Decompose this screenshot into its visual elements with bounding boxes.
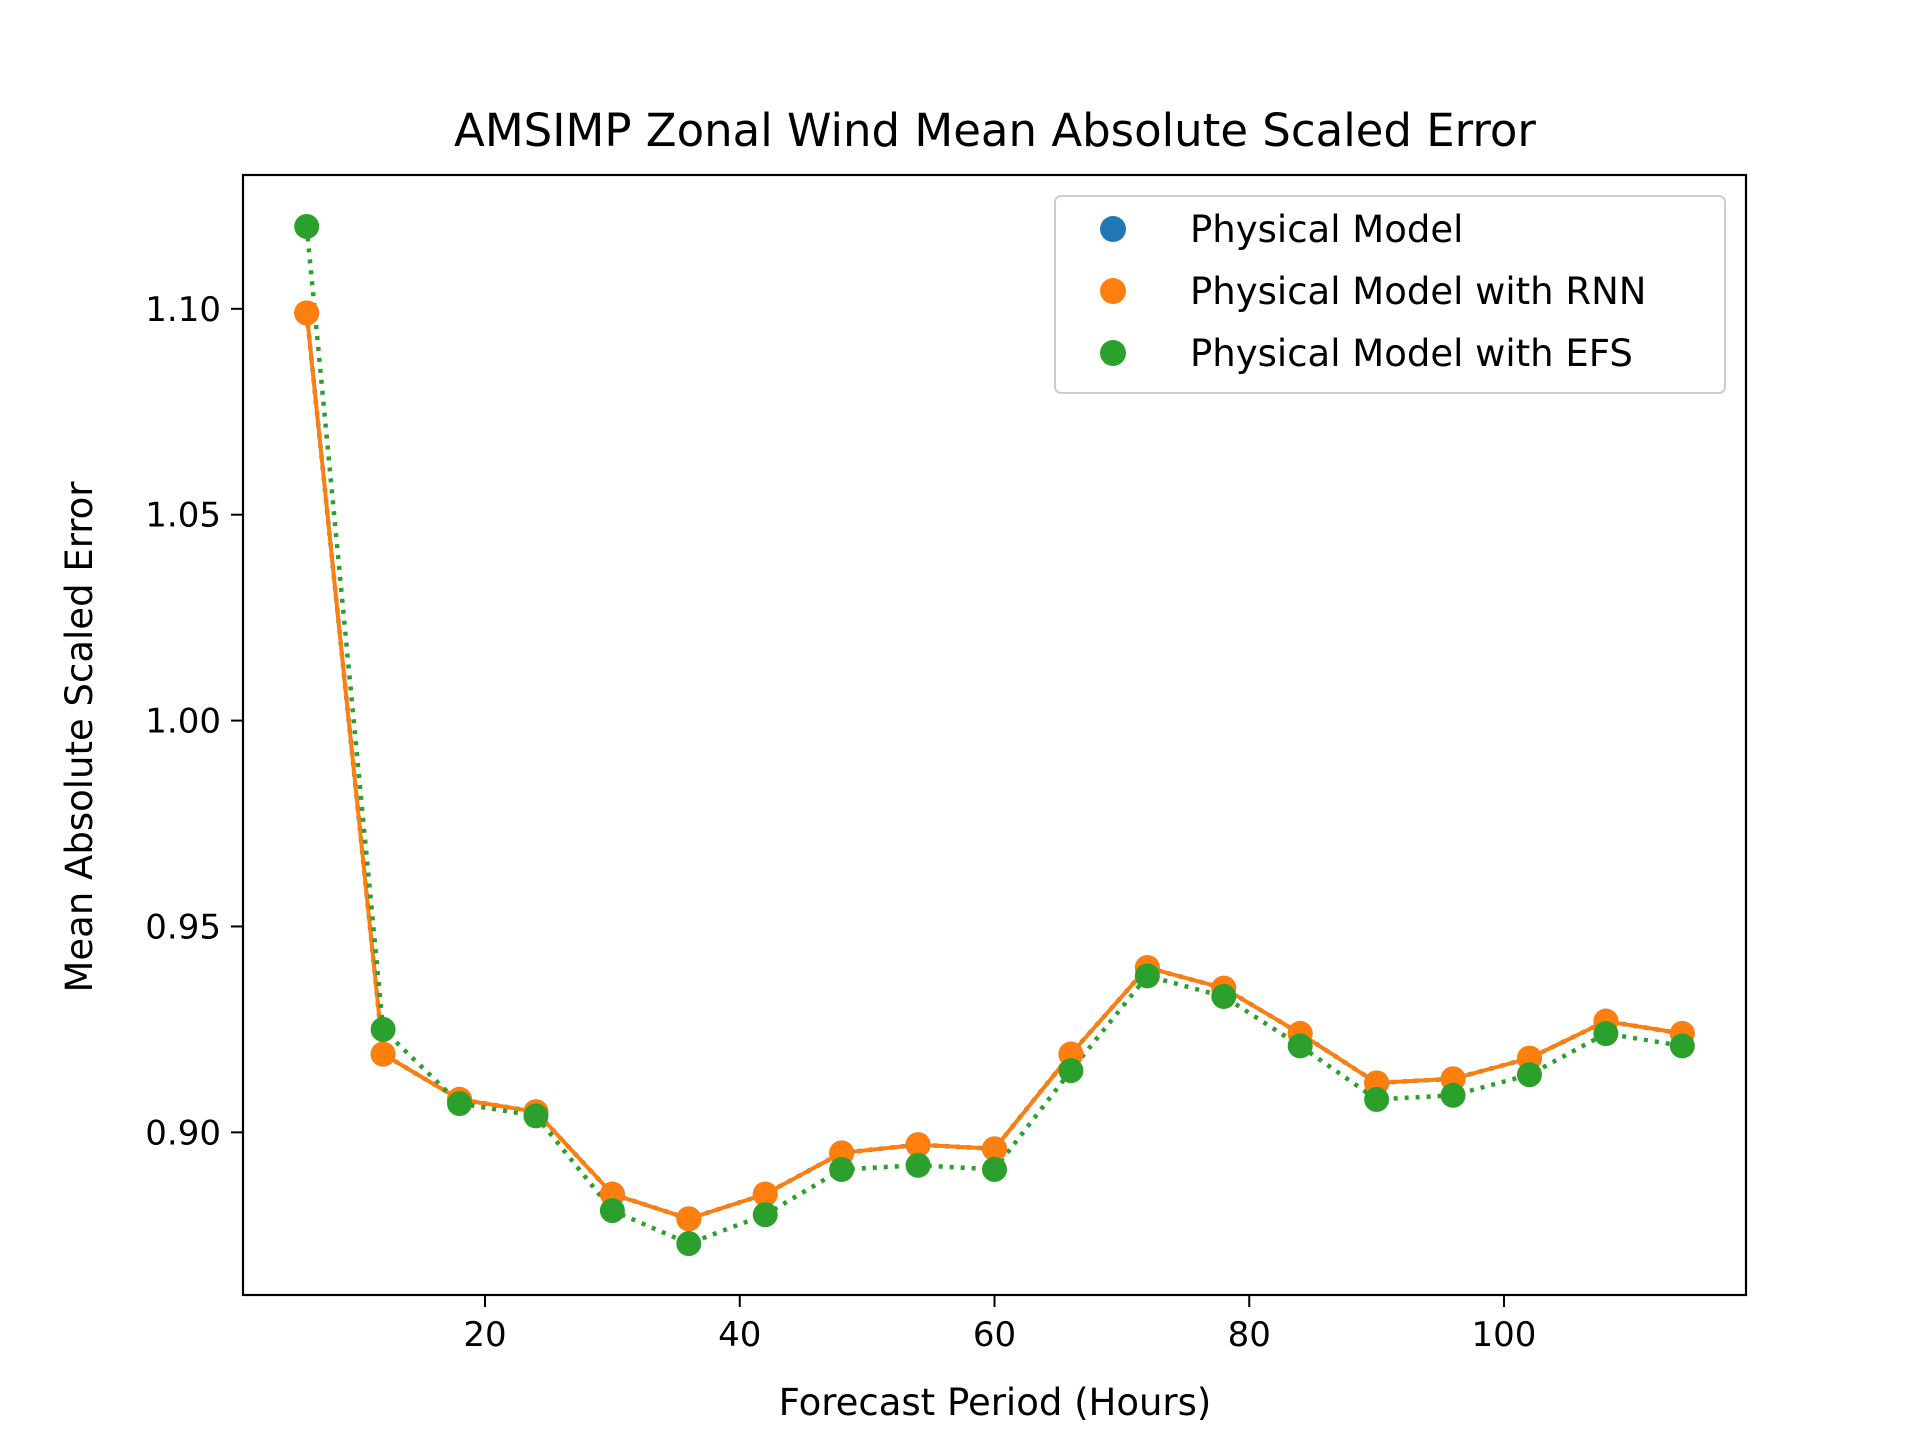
data-point-2 bbox=[1134, 963, 1160, 989]
data-point-2 bbox=[1669, 1033, 1695, 1059]
legend-entry-0: Physical Model bbox=[1190, 208, 1463, 251]
chart-title: AMSIMP Zonal Wind Mean Absolute Scaled E… bbox=[454, 104, 1536, 157]
y-tick-label: 1.10 bbox=[145, 290, 221, 330]
data-point-2 bbox=[1211, 983, 1237, 1009]
data-point-2 bbox=[523, 1103, 549, 1129]
x-tick-label: 60 bbox=[973, 1315, 1016, 1355]
x-tick-label: 100 bbox=[1472, 1315, 1537, 1355]
data-point-2 bbox=[294, 213, 320, 239]
data-point-2 bbox=[1516, 1062, 1542, 1088]
data-point-2 bbox=[599, 1198, 625, 1224]
plot-area: 20 40 60 80 100 0.90 0.95 1.00 1.05 1.10 bbox=[145, 173, 1748, 1355]
data-point-1 bbox=[982, 1136, 1007, 1162]
legend-entry-2: Physical Model with EFS bbox=[1190, 332, 1633, 375]
legend: Physical Model Physical Model with RNN Phy… bbox=[1054, 195, 1726, 394]
data-point-2 bbox=[370, 1016, 396, 1042]
y-tick-label: 0.90 bbox=[145, 1113, 221, 1153]
y-tick-label: 1.05 bbox=[145, 496, 221, 536]
data-point-1 bbox=[905, 1132, 931, 1158]
y-tick-label: 0.95 bbox=[145, 907, 221, 947]
x-tick-label: 80 bbox=[1228, 1315, 1271, 1355]
x-tick-label: 40 bbox=[718, 1315, 761, 1355]
legend-marker-1 bbox=[1100, 278, 1126, 304]
data-point-2 bbox=[1364, 1086, 1390, 1112]
data-point-1 bbox=[752, 1181, 778, 1207]
data-point-2 bbox=[447, 1091, 473, 1117]
data-point-2 bbox=[1058, 1058, 1084, 1084]
data-point-2 bbox=[676, 1231, 702, 1257]
data-point-2 bbox=[982, 1156, 1007, 1182]
data-point-2 bbox=[1593, 1021, 1619, 1047]
legend-marker-2 bbox=[1100, 340, 1126, 366]
data-point-2 bbox=[829, 1156, 855, 1182]
data-point-1 bbox=[676, 1206, 702, 1232]
data-point-2 bbox=[1440, 1082, 1466, 1108]
data-point-1 bbox=[370, 1041, 396, 1067]
legend-marker-0 bbox=[1100, 216, 1126, 242]
data-point-2 bbox=[1287, 1033, 1313, 1059]
y-tick-label: 1.00 bbox=[145, 702, 221, 742]
legend-box bbox=[1054, 195, 1726, 394]
legend-entry-1: Physical Model with RNN bbox=[1190, 270, 1646, 313]
y-axis-label: Mean Absolute Scaled Error bbox=[58, 481, 101, 993]
x-tick-label: 20 bbox=[463, 1315, 506, 1355]
data-point-2 bbox=[905, 1152, 931, 1178]
data-point-2 bbox=[752, 1202, 778, 1228]
x-axis-label: Forecast Period (Hours) bbox=[779, 1381, 1212, 1424]
data-point-1 bbox=[294, 300, 320, 326]
